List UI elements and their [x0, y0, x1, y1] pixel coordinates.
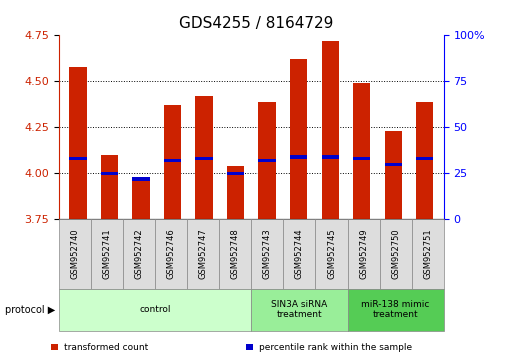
Bar: [385, 162, 402, 166]
Text: GSM952750: GSM952750: [391, 229, 400, 279]
Text: GSM952744: GSM952744: [295, 229, 304, 279]
Text: percentile rank within the sample: percentile rank within the sample: [259, 343, 412, 352]
Bar: [353, 83, 370, 219]
Text: transformed count: transformed count: [64, 343, 148, 352]
Bar: [132, 177, 150, 181]
Bar: [101, 172, 118, 175]
Text: GSM952742: GSM952742: [134, 229, 144, 279]
Text: GSM952748: GSM952748: [231, 229, 240, 279]
Text: GSM952745: GSM952745: [327, 229, 336, 279]
Bar: [385, 131, 402, 219]
Bar: [353, 157, 370, 160]
Text: control: control: [140, 305, 171, 314]
Bar: [227, 166, 244, 219]
Bar: [322, 41, 339, 219]
Text: GSM952741: GSM952741: [103, 229, 112, 279]
Bar: [416, 102, 433, 219]
Text: protocol ▶: protocol ▶: [5, 305, 55, 315]
Bar: [195, 96, 213, 219]
Bar: [259, 159, 276, 162]
Bar: [290, 59, 307, 219]
Bar: [69, 67, 87, 219]
Text: GDS4255 / 8164729: GDS4255 / 8164729: [180, 16, 333, 31]
Text: miR-138 mimic
treatment: miR-138 mimic treatment: [362, 300, 430, 319]
Text: SIN3A siRNA
treatment: SIN3A siRNA treatment: [271, 300, 328, 319]
Bar: [132, 181, 150, 219]
Bar: [259, 102, 276, 219]
Bar: [290, 155, 307, 159]
Text: GSM952740: GSM952740: [70, 229, 80, 279]
Bar: [164, 105, 181, 219]
Bar: [322, 155, 339, 159]
Text: GSM952747: GSM952747: [199, 229, 208, 279]
Bar: [416, 157, 433, 160]
Bar: [164, 159, 181, 162]
Bar: [101, 155, 118, 219]
Bar: [195, 157, 213, 160]
Text: GSM952751: GSM952751: [423, 229, 432, 279]
Bar: [69, 157, 87, 160]
Text: GSM952746: GSM952746: [167, 229, 176, 279]
Text: GSM952749: GSM952749: [359, 229, 368, 279]
Bar: [227, 172, 244, 175]
Text: GSM952743: GSM952743: [263, 229, 272, 279]
